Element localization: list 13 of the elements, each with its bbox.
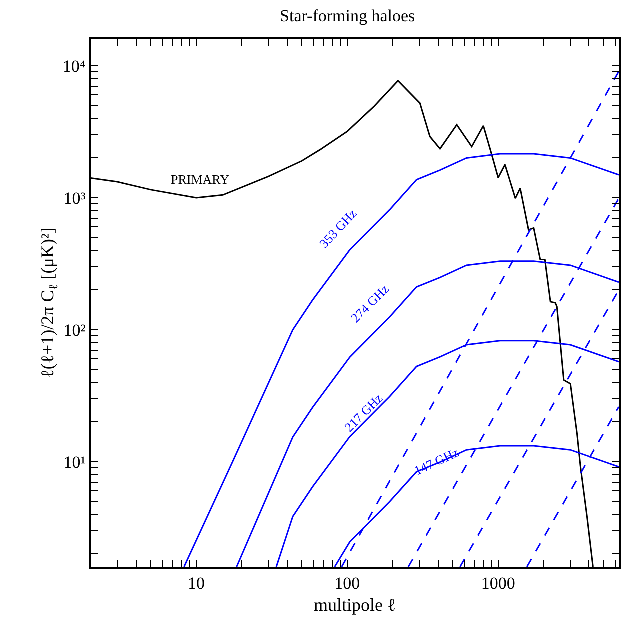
chart-title: Star-forming haloes	[280, 6, 416, 26]
text: 217 GHz	[342, 390, 386, 435]
series-label: PRIMARY	[171, 172, 230, 187]
x-tick-label: 1000	[481, 574, 516, 594]
y-tick-label: 10¹	[64, 452, 86, 472]
x-axis-title: multipole ℓ	[314, 594, 396, 615]
y-tick-label: 10²	[64, 320, 86, 340]
x-tick-label: 10	[188, 574, 205, 594]
text: 274 GHz	[348, 281, 392, 326]
y-tick-label: 10³	[64, 188, 86, 208]
text: 353 GHz	[316, 206, 360, 252]
y-tick-label: 10⁴	[62, 56, 86, 76]
x-tick-label: 100	[334, 574, 360, 594]
